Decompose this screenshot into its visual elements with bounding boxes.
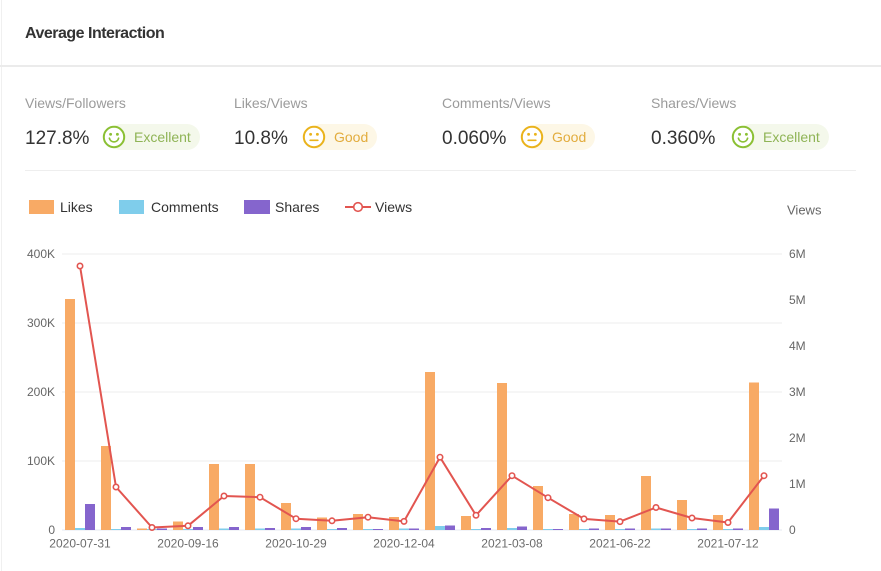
- svg-text:0: 0: [48, 523, 55, 537]
- svg-text:300K: 300K: [27, 316, 55, 330]
- svg-text:0: 0: [789, 523, 796, 537]
- svg-text:2021-06-22: 2021-06-22: [589, 537, 651, 551]
- svg-text:2M: 2M: [789, 431, 806, 445]
- svg-text:100K: 100K: [27, 454, 55, 468]
- svg-text:2020-12-04: 2020-12-04: [373, 537, 435, 551]
- svg-text:6M: 6M: [789, 247, 806, 261]
- svg-text:4M: 4M: [789, 339, 806, 353]
- svg-text:3M: 3M: [789, 385, 806, 399]
- svg-text:400K: 400K: [27, 247, 55, 261]
- svg-text:200K: 200K: [27, 385, 55, 399]
- svg-text:2020-09-16: 2020-09-16: [157, 537, 219, 551]
- svg-text:2021-03-08: 2021-03-08: [481, 537, 543, 551]
- svg-text:2020-07-31: 2020-07-31: [49, 537, 111, 551]
- svg-text:2020-10-29: 2020-10-29: [265, 537, 327, 551]
- svg-text:2021-07-12: 2021-07-12: [697, 537, 759, 551]
- svg-text:Views: Views: [787, 203, 822, 218]
- svg-text:5M: 5M: [789, 293, 806, 307]
- svg-text:1M: 1M: [789, 477, 806, 491]
